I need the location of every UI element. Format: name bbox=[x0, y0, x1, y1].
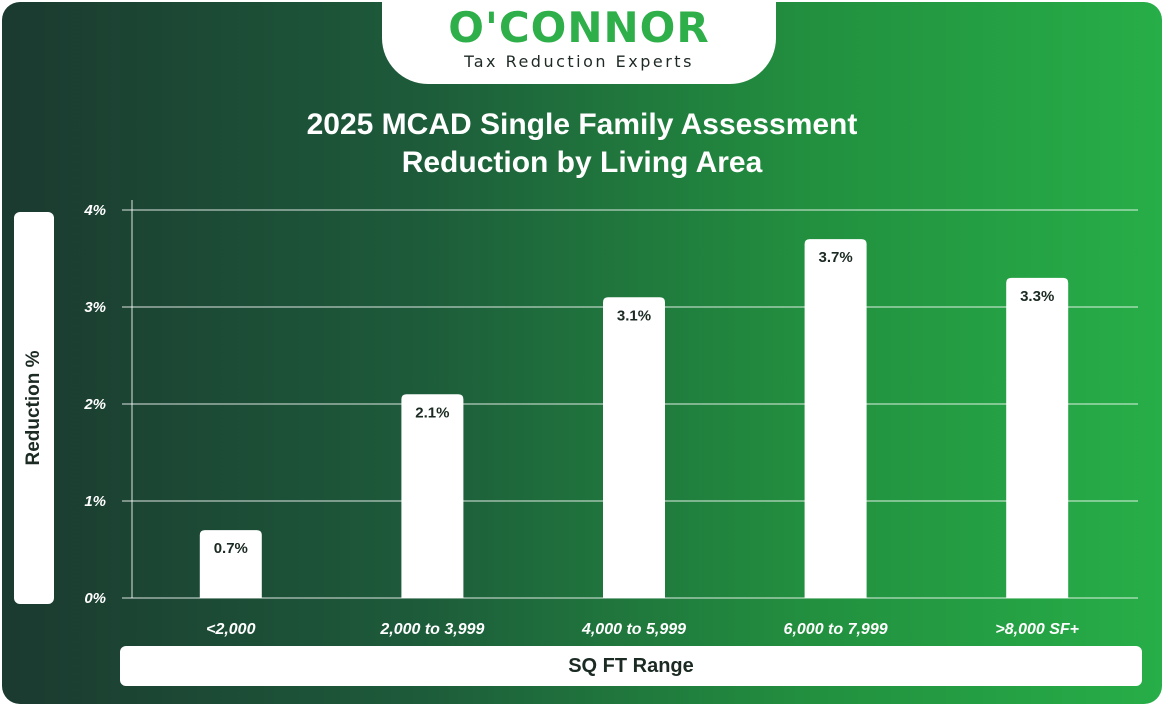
x-axis-label: SQ FT Range bbox=[120, 646, 1142, 686]
logo-tagline: Tax Reduction Experts bbox=[464, 52, 694, 71]
chart-title-line-2: Reduction by Living Area bbox=[401, 146, 763, 179]
x-tick-label: 2,000 to 3,999 bbox=[379, 621, 484, 638]
y-tick-label: 3% bbox=[84, 299, 106, 316]
bar bbox=[199, 530, 262, 598]
x-tick-label: >8,000 SF+ bbox=[995, 621, 1079, 638]
x-tick-label: 4,000 to 5,999 bbox=[581, 621, 686, 638]
y-tick-label: 0% bbox=[84, 590, 106, 607]
chart-title-line-1: 2025 MCAD Single Family Assessment bbox=[306, 108, 858, 141]
oconnor-logo: O'CONNOR bbox=[448, 3, 710, 52]
bar bbox=[804, 239, 867, 598]
y-tick-label: 2% bbox=[83, 396, 106, 413]
bar bbox=[1006, 277, 1069, 598]
data-label: 3.3% bbox=[1020, 288, 1054, 305]
data-label: 3.1% bbox=[617, 307, 651, 324]
data-label: 3.7% bbox=[818, 249, 852, 266]
bar bbox=[603, 297, 665, 598]
y-tick-label: 4% bbox=[83, 202, 106, 219]
data-label: 0.7% bbox=[214, 540, 248, 557]
data-label: 2.1% bbox=[415, 404, 449, 421]
x-tick-label: 6,000 to 7,999 bbox=[784, 621, 888, 638]
y-tick-label: 1% bbox=[84, 493, 106, 510]
logo-tab: O'CONNOR Tax Reduction Experts bbox=[382, 2, 776, 84]
bar bbox=[401, 394, 464, 598]
x-tick-label: <2,000 bbox=[206, 621, 255, 638]
y-axis-label-box: Reduction % bbox=[14, 212, 54, 604]
